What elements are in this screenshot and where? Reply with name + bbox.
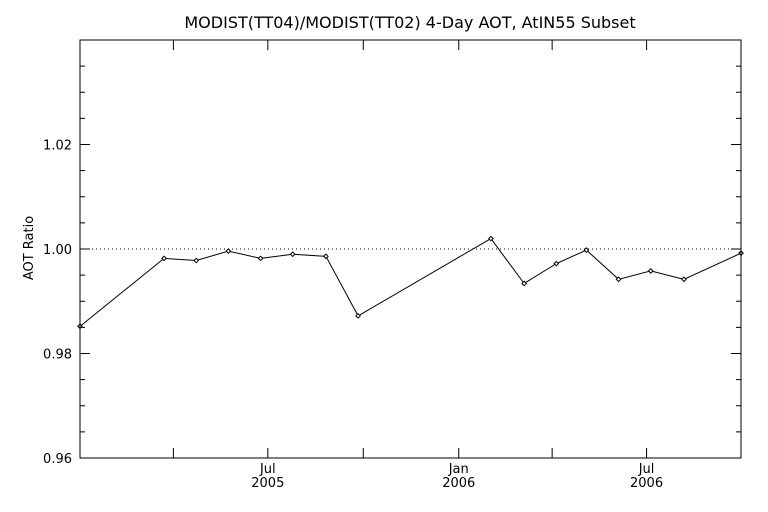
data-point — [681, 276, 687, 283]
data-point — [355, 312, 362, 319]
x-tick-label-year: 2006 — [442, 476, 475, 491]
data-point — [323, 253, 329, 260]
x-tick-label-month: Jul — [259, 462, 276, 477]
series-line — [79, 237, 742, 327]
data-series — [77, 235, 744, 330]
data-point — [488, 235, 494, 242]
x-tick-label-month: Jan — [448, 462, 469, 477]
y-axis-label: AOT Ratio — [22, 216, 37, 280]
y-tick-label: 1.02 — [43, 139, 72, 154]
data-point — [553, 260, 560, 267]
y-tick-label: 1.00 — [43, 243, 72, 258]
chart-title: MODIST(TT04)/MODIST(TT02) 4-Day AOT, AtI… — [184, 13, 635, 32]
y-tick-label: 0.98 — [43, 348, 72, 363]
plot-frame — [79, 39, 742, 459]
x-tick-label-year: 2006 — [630, 476, 663, 491]
data-point — [289, 251, 296, 258]
x-tick-label-year: 2005 — [251, 476, 284, 491]
data-point — [521, 280, 528, 287]
data-point — [161, 255, 167, 262]
data-point — [583, 247, 590, 253]
data-point — [193, 257, 200, 264]
y-tick-label: 0.96 — [43, 452, 72, 467]
data-point — [615, 276, 622, 283]
data-point — [257, 255, 264, 262]
data-point — [647, 268, 654, 274]
data-point — [225, 248, 232, 254]
x-tick-label-month: Jul — [638, 462, 655, 477]
